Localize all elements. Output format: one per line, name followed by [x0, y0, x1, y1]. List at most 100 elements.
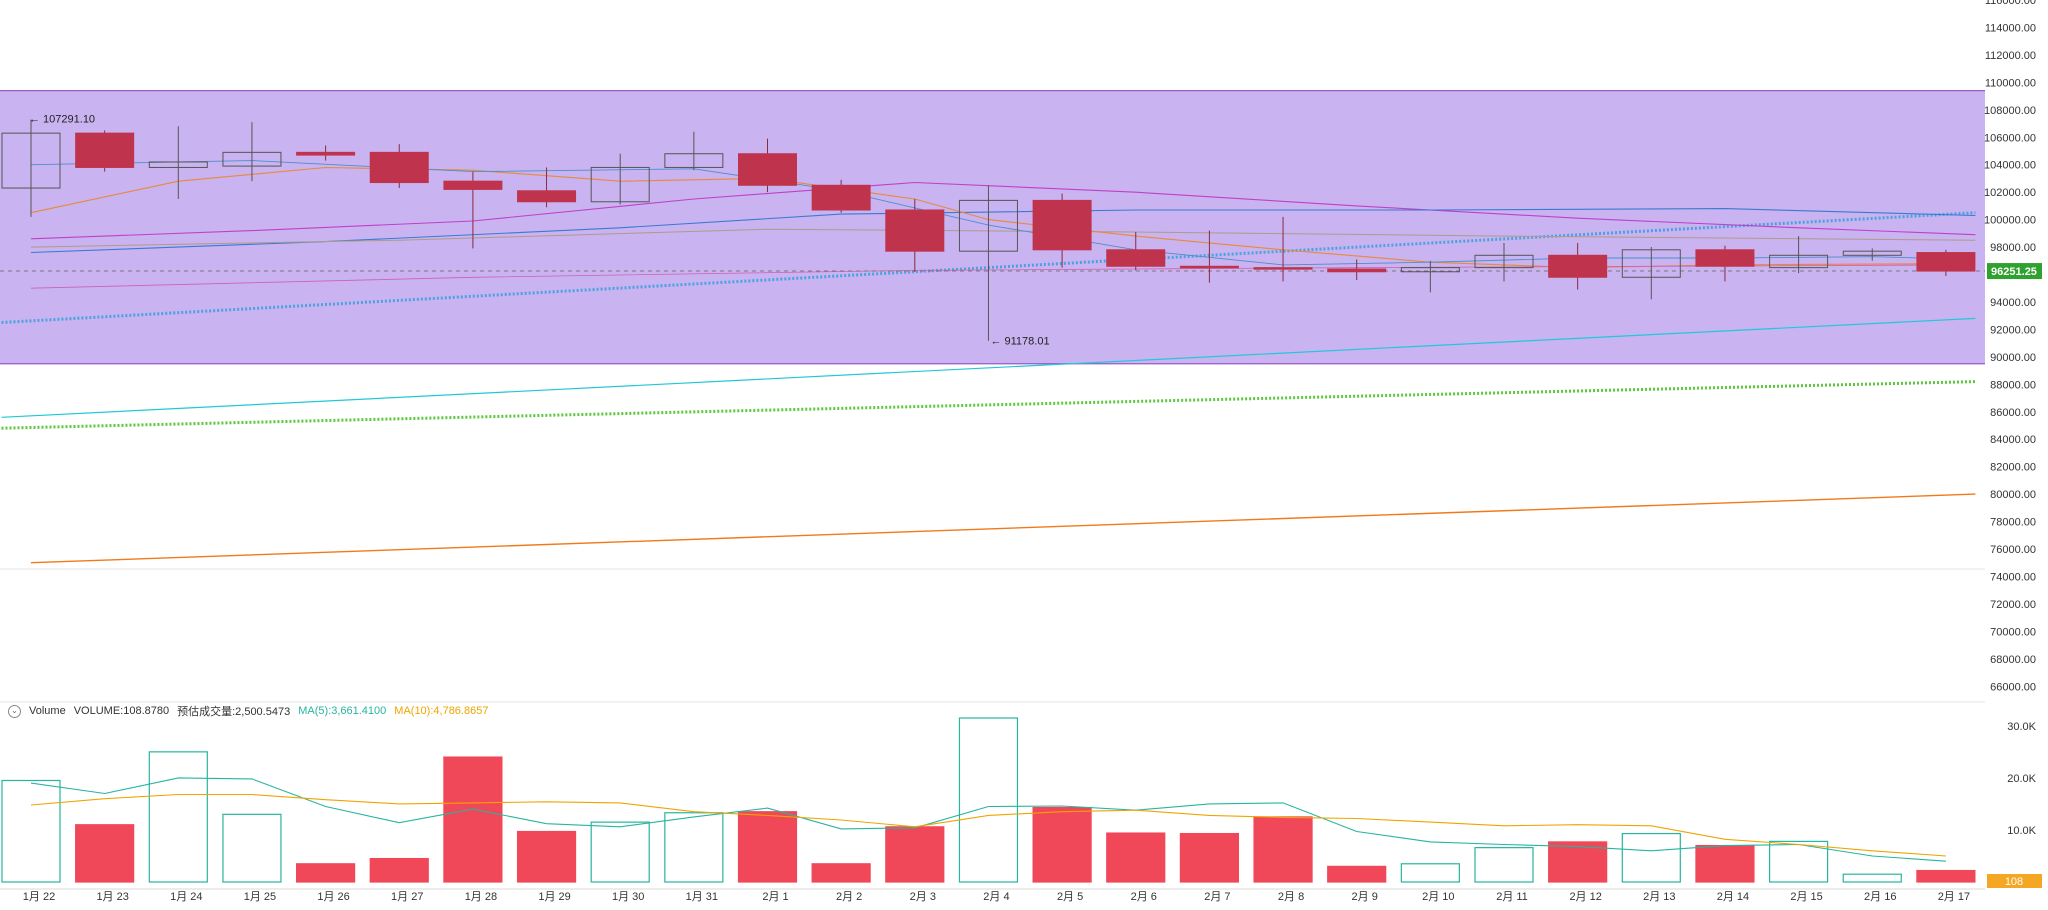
- time-tick-label: 2月 15: [1790, 891, 1822, 903]
- candle: [1327, 259, 1387, 280]
- volume-bar: [1842, 873, 1902, 883]
- collapse-toggle-icon[interactable]: ⌄: [8, 704, 21, 718]
- price-tick-label: 102000.00: [1984, 187, 2036, 199]
- price-tick-label: 78000.00: [1990, 517, 2036, 529]
- volume-bar: [1, 779, 61, 883]
- candle: [811, 179, 871, 213]
- price-tick-label: 98000.00: [1990, 242, 2036, 254]
- candle-body: [811, 184, 871, 211]
- price-tick-label: 108000.00: [1984, 105, 2036, 117]
- volume-current-tag: [1987, 874, 2042, 888]
- candle-body: [517, 190, 577, 203]
- candle-body: [590, 166, 650, 203]
- candle-body: [75, 132, 135, 168]
- time-tick-label: 2月 7: [1204, 891, 1230, 903]
- candle: [1032, 193, 1092, 268]
- candle-body: [885, 209, 945, 252]
- volume-ma5-value: MA(5):3,661.4100: [298, 705, 387, 717]
- trend-line-green-dotted: [1, 380, 1976, 430]
- time-tick-label: 2月 13: [1643, 891, 1675, 903]
- time-tick-label: 2月 11: [1496, 891, 1528, 903]
- time-tick-label: 2月 17: [1938, 891, 1970, 903]
- volume-bar: [1253, 816, 1313, 883]
- volume-bar: [1474, 847, 1534, 883]
- time-tick-label: 2月 12: [1569, 891, 1601, 903]
- time-tick-label: 1月 30: [612, 891, 644, 903]
- price-tick-label: 66000.00: [1990, 681, 2036, 693]
- candle-body: [296, 151, 356, 156]
- candle: [885, 199, 945, 272]
- time-tick-label: 1月 27: [391, 891, 423, 903]
- price-tick-label: 70000.00: [1990, 626, 2036, 638]
- volume-current-label: 108: [2005, 876, 2023, 888]
- time-tick-label: 1月 24: [170, 891, 202, 903]
- candle-body: [664, 153, 724, 168]
- volume-bar: [296, 863, 356, 883]
- volume-bar: [1179, 832, 1240, 883]
- candle-body: [1548, 254, 1608, 278]
- candle-body: [958, 199, 1018, 252]
- candle: [1621, 247, 1681, 300]
- candle: [1, 119, 61, 217]
- candle: [664, 131, 724, 171]
- time-tick-label: 1月 28: [465, 891, 497, 903]
- low-price-marker: ← 91178.01: [990, 336, 1049, 348]
- candle-body: [738, 153, 797, 186]
- candle: [369, 144, 429, 189]
- time-tick-label: 1月 31: [686, 891, 718, 903]
- volume-bar: [1548, 841, 1608, 883]
- candle: [75, 130, 135, 172]
- price-tick-label: 74000.00: [1990, 571, 2036, 583]
- volume-bar: [1106, 832, 1166, 883]
- volume-tick-label: 20.0K: [2007, 773, 2036, 785]
- candle-body: [1916, 252, 1976, 272]
- volume-bar: [75, 824, 135, 883]
- volume-bar: [885, 826, 945, 883]
- candle-body: [1695, 249, 1755, 267]
- high-price-marker: ← 107291.10: [29, 114, 95, 126]
- volume-ma10-line: [30, 793, 1946, 857]
- volume-ma10-value: MA(10):4,786.8657: [394, 705, 489, 717]
- volume-bar: [1400, 863, 1460, 883]
- time-tick-label: 2月 2: [836, 891, 862, 903]
- price-tick-label: 68000.00: [1990, 654, 2036, 666]
- candle: [148, 126, 208, 200]
- price-tick-label: 92000.00: [1990, 324, 2036, 336]
- volume-value: VOLUME:108.8780: [73, 705, 170, 717]
- volume-tick-label: 10.0K: [2007, 825, 2036, 837]
- current-price-tag: [1987, 263, 2042, 280]
- volume-bar: [1327, 865, 1387, 883]
- candle-body: [1400, 267, 1460, 273]
- volume-bar: [148, 751, 208, 883]
- price-tick-label: 104000.00: [1984, 160, 2036, 172]
- volume-bar: [222, 813, 282, 883]
- candle-body: [443, 180, 503, 190]
- time-tick-label: 1月 26: [317, 891, 349, 903]
- price-tick-label: 82000.00: [1990, 462, 2036, 474]
- candle: [1695, 245, 1755, 282]
- candle: [1769, 236, 1829, 274]
- time-tick-label: 2月 8: [1278, 891, 1304, 903]
- candle: [1400, 260, 1460, 293]
- candle: [958, 185, 1018, 341]
- candle-body: [1032, 199, 1092, 251]
- volume-bar: [958, 717, 1019, 883]
- price-tick-label: 88000.00: [1990, 379, 2036, 391]
- candle: [1842, 248, 1902, 261]
- price-tick-label: 106000.00: [1984, 132, 2036, 144]
- candle: [1474, 242, 1534, 282]
- ma-line-taupe: [30, 228, 1976, 248]
- candle-body: [1474, 254, 1534, 269]
- trend-line-orange-long: [30, 493, 1976, 564]
- price-tick-label: 80000.00: [1990, 489, 2036, 501]
- candle-body: [1769, 254, 1829, 269]
- trend-line-cyan: [1, 317, 1976, 418]
- volume-bar: [516, 830, 577, 883]
- candle-body: [1842, 250, 1902, 256]
- candle-body: [1253, 267, 1313, 270]
- volume-estimate: 预估成交量:2,500.5473: [177, 706, 291, 718]
- volume-bar: [369, 857, 429, 883]
- volume-bar: [1621, 832, 1681, 883]
